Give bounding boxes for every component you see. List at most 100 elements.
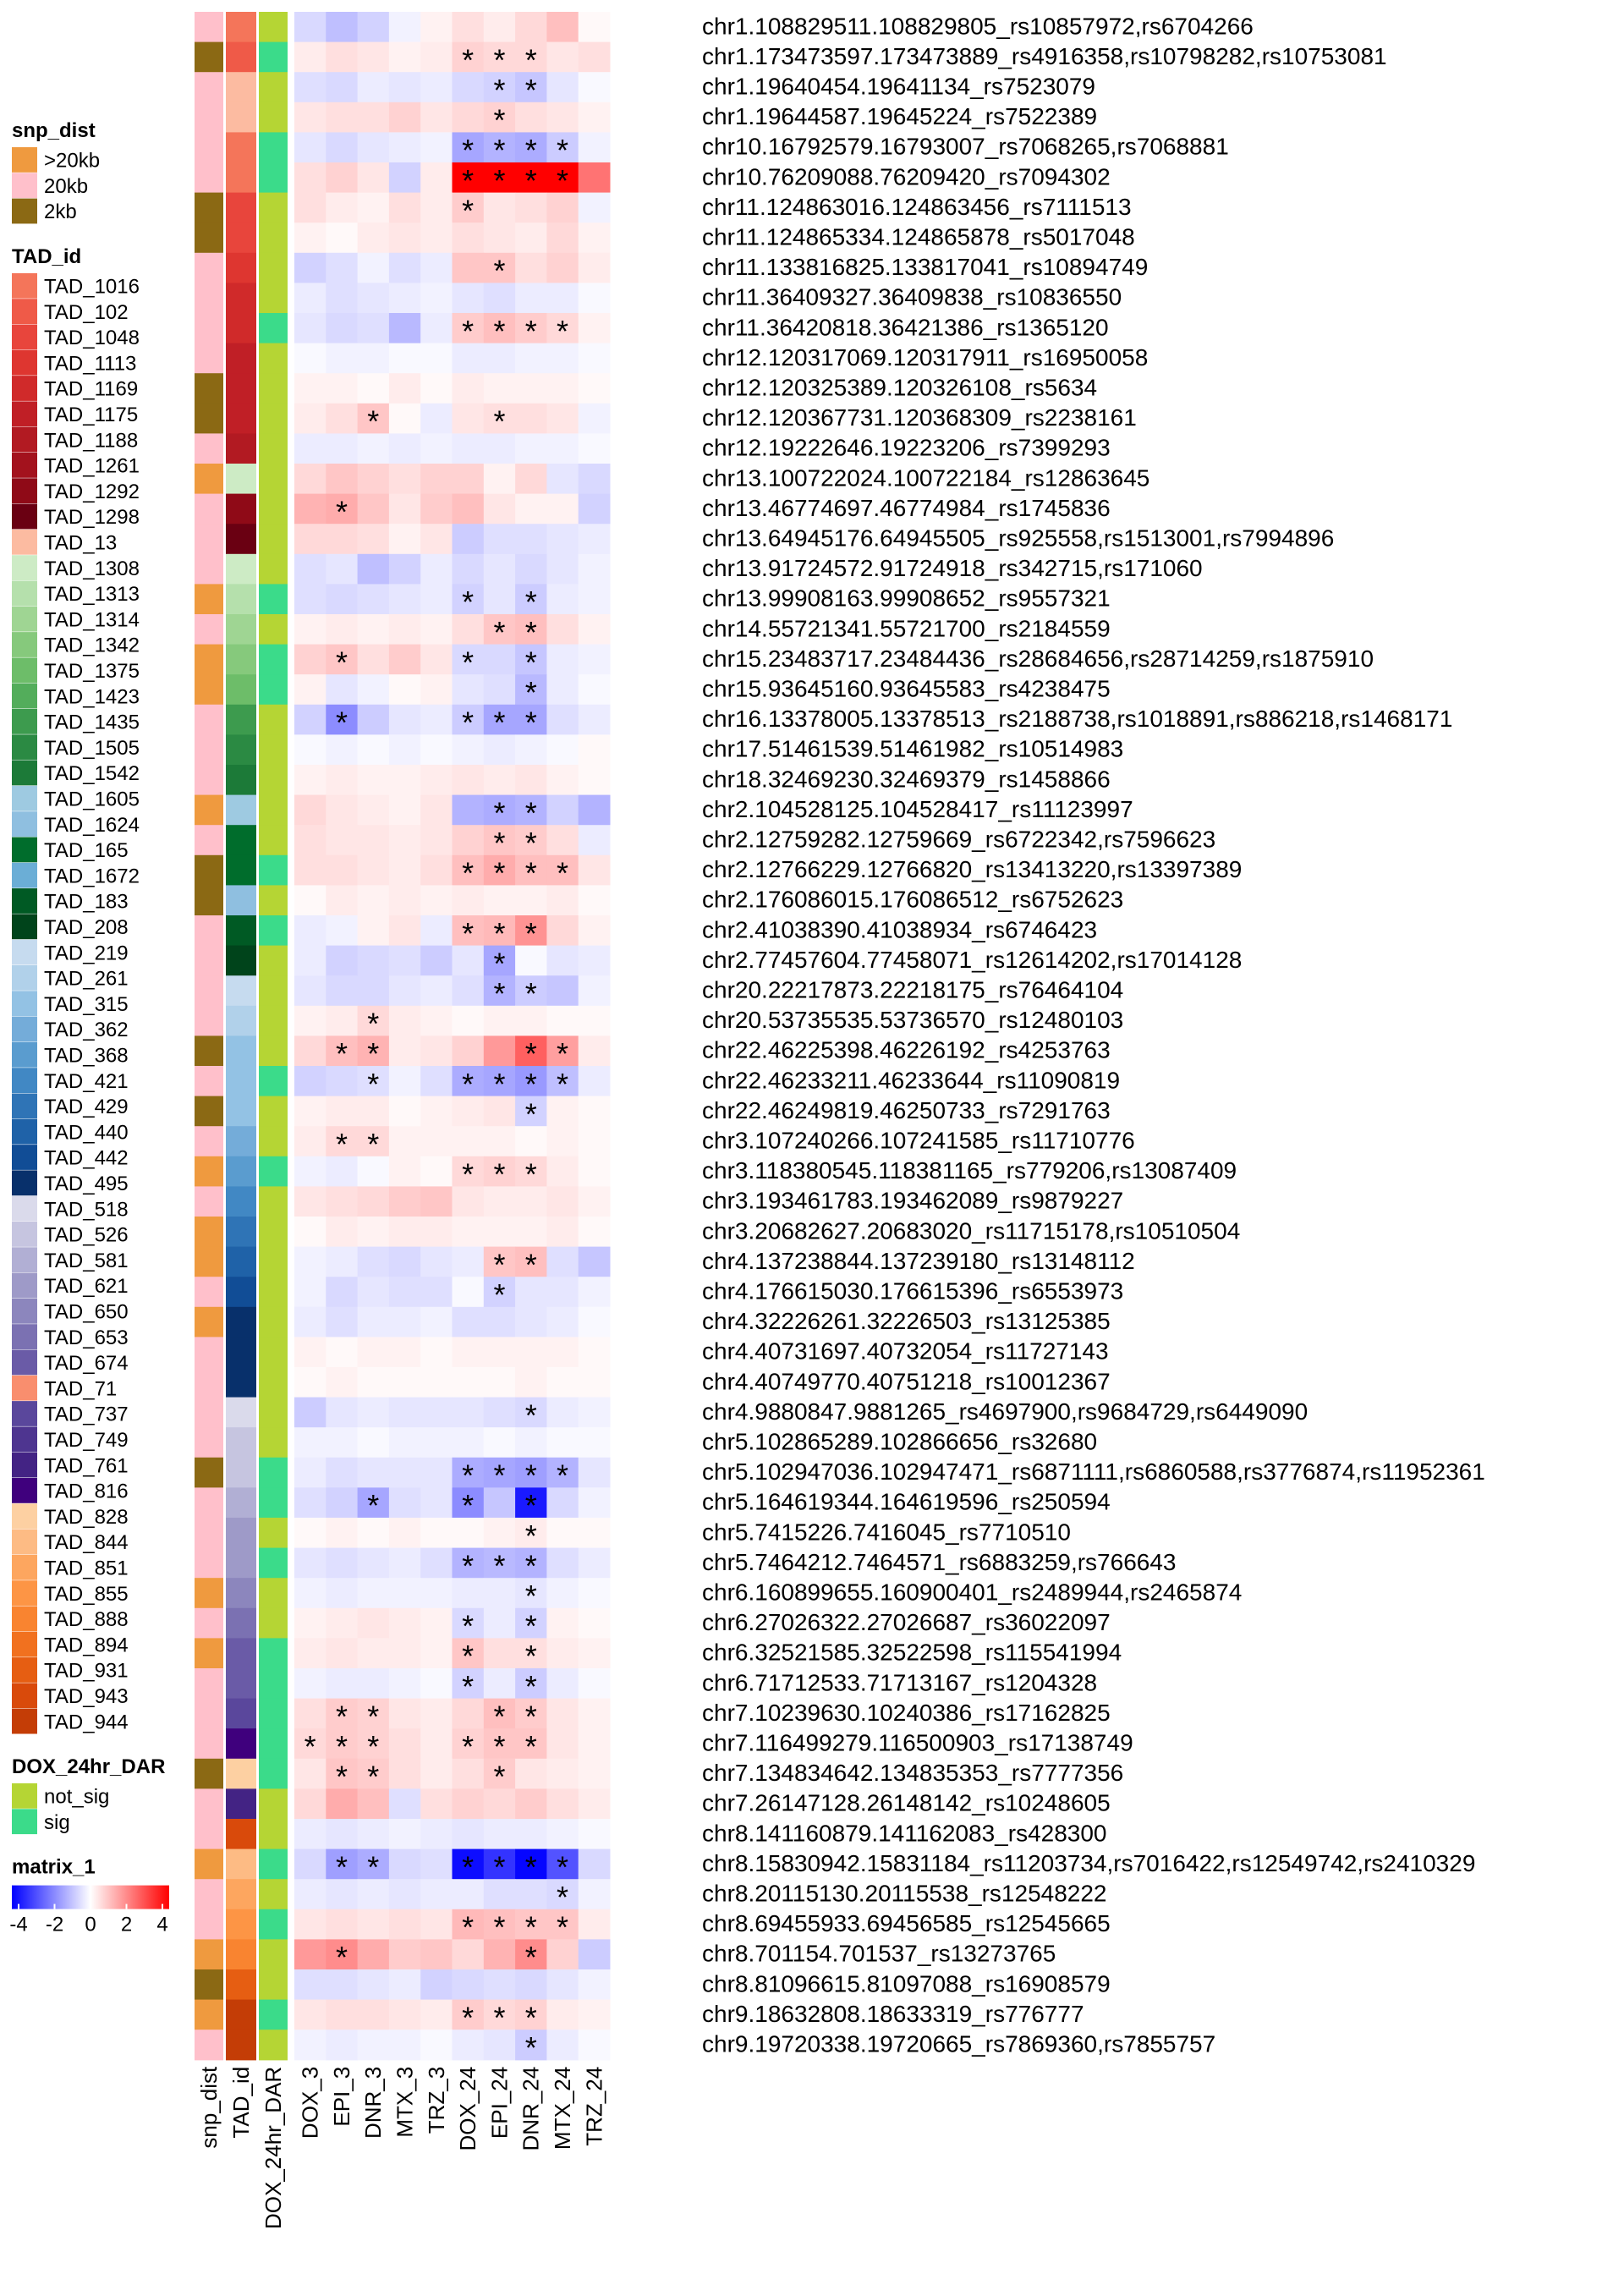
heatmap-cell [452,825,485,856]
heatmap-cell [546,1879,579,1910]
heatmap-cell [388,1217,421,1248]
heatmap-cell [357,794,390,826]
heatmap-cell [326,1096,359,1127]
legend-swatch [12,1093,37,1119]
heatmap-cell [294,1819,326,1850]
row-label: chr1.108829511.108829805_rs10857972,rs67… [702,13,1254,39]
heatmap-cell [578,222,611,254]
heatmap-cell [578,283,611,314]
heatmap-cell [515,283,547,314]
column-label: DOX_24 [455,2067,480,2151]
heatmap-cell [546,1487,579,1519]
heatmap-cell [578,1848,611,1880]
heatmap-cell [326,1487,359,1519]
dar-cell [259,12,288,43]
legend-label: TAD_894 [44,1634,129,1656]
dar-cell [259,945,288,976]
heatmap-cell [546,1457,579,1488]
heatmap-cell [483,1638,516,1669]
heatmap-cell [578,343,611,374]
dar-cell [259,1035,288,1067]
heatmap-cell [546,41,579,73]
snp-dist-cell [195,1698,223,1729]
heatmap-cell [452,644,485,675]
snp-dist-cell [195,915,223,947]
legend-label: TAD_1175 [44,404,138,426]
heatmap-cell [483,72,516,103]
heatmap-cell [294,252,326,283]
heatmap-cell [420,1337,453,1368]
snp-dist-cell [195,1066,223,1097]
heatmap-cell [546,1578,579,1609]
heatmap-cell [546,1607,579,1639]
heatmap-cell [357,945,390,976]
heatmap-cell [578,1788,611,1820]
heatmap-cell [388,132,421,163]
snp-dist-cell [195,1999,223,2030]
tad-id-cell [226,1668,256,1700]
heatmap-cell [578,1246,611,1277]
heatmap-cell [546,1217,579,1248]
significance-star: * [462,42,474,77]
dar-cell [259,1457,288,1488]
heatmap-cell [326,313,359,344]
legend-label: 2kb [44,200,77,223]
heatmap-cell [388,12,421,43]
heatmap-cell [388,1909,421,1940]
heatmap-cell [294,1758,326,1789]
row-label: chr9.18632808.18633319_rs776777 [702,2001,1084,2027]
heatmap-cell [294,1638,326,1669]
heatmap-cell [326,1457,359,1488]
heatmap-cell [578,765,611,796]
heatmap-cell [420,1638,453,1669]
heatmap-cell [452,464,485,495]
heatmap-cell [357,1578,390,1609]
row-label: chr11.36409327.36409838_rs10836550 [702,284,1122,310]
tad-id-cell [226,12,256,43]
row-label: chr8.69455933.69456585_rs12545665 [702,1910,1111,1936]
legend-swatch [12,785,37,811]
heatmap-cell [483,252,516,283]
heatmap-cell [420,1246,453,1277]
annotation-columns [195,12,288,2061]
significance-star: * [462,1729,474,1764]
significance-star: * [493,826,505,860]
heatmap-cell [452,945,485,976]
heatmap-cell [515,1035,547,1067]
significance-star: * [336,1127,348,1162]
heatmap-cell [483,1879,516,1910]
heatmap-cell [578,1005,611,1036]
heatmap-cell [326,222,359,254]
heatmap-cell [546,1547,579,1579]
heatmap-cell [420,1066,453,1097]
heatmap-cell [546,794,579,826]
snp-dist-cell [195,945,223,976]
dar-cell [259,1668,288,1700]
column-label: EPI_24 [486,2067,512,2139]
heatmap-cell [357,553,390,585]
heatmap-cell [294,1096,326,1127]
dar-cell [259,553,288,585]
heatmap-cell [294,1518,326,1549]
heatmap-cell [578,1547,611,1579]
row-label: chr14.55721341.55721700_rs2184559 [702,615,1111,641]
dar-cell [259,1186,288,1217]
heatmap-cell [546,524,579,555]
heatmap-cell [546,1066,579,1097]
heatmap-cell [357,1035,390,1067]
heatmap-cell [452,283,485,314]
heatmap-cell [546,1518,579,1549]
heatmap-cell [515,1518,547,1549]
heatmap-cell [388,403,421,434]
significance-star: * [525,615,537,650]
heatmap-cell [388,1607,421,1639]
heatmap-cell [326,854,359,886]
significance-star: * [367,1036,379,1071]
snp-dist-cell [195,1518,223,1549]
significance-star: * [493,1548,505,1583]
heatmap-cell [515,1186,547,1217]
heatmap-cell [546,222,579,254]
heatmap-cell [420,162,453,194]
snp-dist-cell [195,1156,223,1187]
significance-star: * [493,73,505,107]
